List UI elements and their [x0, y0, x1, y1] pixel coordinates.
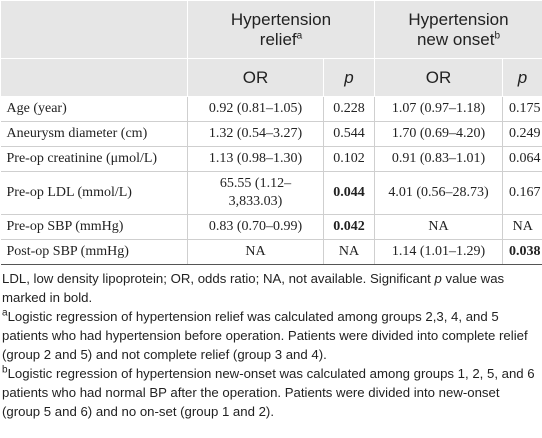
row-label: Pre-op LDL (mmol/L) [0, 171, 188, 215]
column-header: p [323, 58, 375, 97]
group-note: b [494, 29, 501, 41]
footnote-text: LDL, low density lipoprotein; OR, odds r… [2, 271, 435, 286]
table-cell: 0.91 (0.83–1.01) [374, 146, 503, 172]
table-cell: 1.70 (0.69–4.20) [374, 121, 503, 147]
footnote-text: p [434, 271, 442, 286]
table-cell: 0.064 [502, 146, 542, 172]
group-note: a [296, 29, 303, 41]
column-header: p [502, 58, 542, 97]
abbreviations: LDL, low density lipoprotein; OR, odds r… [2, 269, 540, 307]
table-row: Post-op SBP (mmHg) NA NA 1.14 (1.01–1.29) 0.… [0, 239, 542, 265]
table-cell: 0.102 [323, 146, 375, 172]
row-label: Pre-op creatinine (μmol/L) [0, 146, 188, 172]
table-cell: 0.228 [323, 96, 375, 122]
table-cell: NA [323, 239, 375, 265]
table-cell: 1.32 (0.54–3.27) [187, 121, 324, 147]
footnotes: LDL, low density lipoprotein; OR, odds r… [0, 265, 542, 421]
footnote-mark: b [2, 364, 8, 376]
footnote-mark: a [2, 307, 8, 319]
table-row: Pre-op SBP (mmHg) 0.83 (0.70–0.99) 0.042 NA… [0, 214, 542, 240]
table-row: Age (year) 0.92 (0.81–1.05) 0.228 1.07 (0.9… [0, 96, 542, 122]
row-label: Pre-op SBP (mmHg) [0, 214, 188, 240]
table-cell: 0.83 (0.70–0.99) [187, 214, 324, 240]
table-cell: 0.044 [323, 171, 375, 215]
table-row: Pre-op LDL (mmol/L) 65.55 (1.12–3,833.03)… [0, 171, 542, 215]
table-row: Pre-op creatinine (μmol/L) 1.13 (0.98–1.3… [0, 146, 542, 172]
table-cell: 65.55 (1.12–3,833.03) [187, 171, 324, 215]
table-cell: 1.14 (1.01–1.29) [374, 239, 503, 265]
table-cell: 0.544 [323, 121, 375, 147]
table-cell: NA [187, 239, 324, 265]
corner-cell [0, 58, 188, 97]
table-cell: 0.175 [502, 96, 542, 122]
table-cell: 0.042 [323, 214, 375, 240]
footnote: bLogistic regression of hypertension new… [2, 364, 540, 421]
footnote-text: value was marked in bold. [2, 271, 505, 305]
footnote: aLogistic regression of hypertension rel… [2, 307, 540, 364]
table-cell: 0.92 (0.81–1.05) [187, 96, 324, 122]
column-header: OR [374, 58, 503, 97]
table-cell: 4.01 (0.56–28.73) [374, 171, 503, 215]
column-header: OR [187, 58, 324, 97]
table-cell: NA [374, 214, 503, 240]
group-label: Hypertension new onset [408, 9, 509, 49]
table-cell: 1.07 (0.97–1.18) [374, 96, 503, 122]
row-label: Age (year) [0, 96, 188, 122]
group-header: Hypertension reliefa [187, 0, 375, 59]
table-cell: 0.038 [502, 239, 542, 265]
group-header: Hypertension new onsetb [374, 0, 542, 59]
footnote-text: Logistic regression of hypertension new-… [2, 366, 535, 419]
row-label: Aneurysm diameter (cm) [0, 121, 188, 147]
table-row: Aneurysm diameter (cm) 1.32 (0.54–3.27) 0.… [0, 121, 542, 147]
footnote-text: Logistic regression of hypertension reli… [2, 309, 528, 362]
corner-cell [0, 0, 188, 59]
table-cell: 0.167 [502, 171, 542, 215]
table-cell: 0.249 [502, 121, 542, 147]
table-cell: 1.13 (0.98–1.30) [187, 146, 324, 172]
table-cell: NA [502, 214, 542, 240]
row-label: Post-op SBP (mmHg) [0, 239, 188, 265]
group-label: Hypertension relief [230, 9, 332, 49]
table-body: Age (year) 0.92 (0.81–1.05) 0.228 1.07 (0.9… [0, 96, 542, 265]
results-table: Hypertension reliefa Hypertension new on… [0, 0, 542, 265]
